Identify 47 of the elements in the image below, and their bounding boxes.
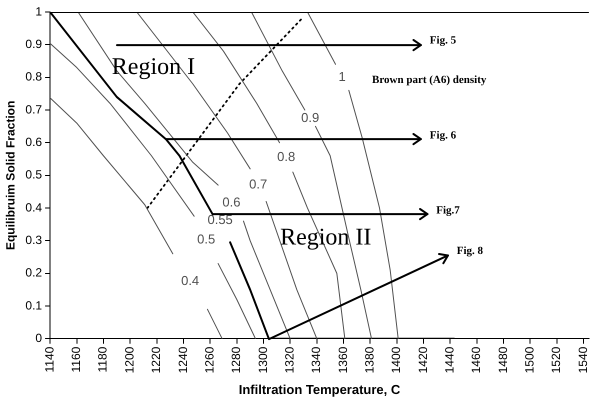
annotation: Fig. 6 <box>430 129 457 142</box>
series-label: 0.7 <box>249 176 268 192</box>
y-tick-label: 0.9 <box>25 36 42 51</box>
y-tick-label: 0.3 <box>25 233 42 248</box>
y-tick-label: 1 <box>35 4 42 18</box>
x-tick-label: 1400 <box>389 346 404 374</box>
y-tick-label: 0.2 <box>25 266 42 280</box>
y-tick-label: 0 <box>35 331 42 346</box>
x-tick-label: 1380 <box>362 346 376 374</box>
x-tick-label: 1420 <box>416 346 430 374</box>
y-axis-title: Equilibruim Solid Fraction <box>4 100 18 250</box>
series-label: 0.6 <box>222 194 241 210</box>
x-tick-label: 1480 <box>496 346 510 374</box>
x-tick-label: 1460 <box>469 346 484 374</box>
series-label: 0.55 <box>207 212 233 227</box>
x-tick-label: 1280 <box>229 346 244 374</box>
x-tick-label: 1360 <box>336 346 350 374</box>
x-tick-label: 1500 <box>522 346 537 374</box>
series-label: 0.5 <box>197 231 216 246</box>
y-tick-label: 0.1 <box>25 298 42 312</box>
annotation: Fig. 8 <box>456 244 484 257</box>
x-tick-label: 1440 <box>442 346 457 374</box>
x-tick-label: 1240 <box>176 346 190 374</box>
y-tick-label: 0.7 <box>25 102 42 116</box>
x-axis-title: Infiltration Temperature, C <box>238 382 401 397</box>
y-tick-label: 0.8 <box>25 70 42 84</box>
x-tick-label: 1140 <box>42 346 56 373</box>
annotation: Fig.7 <box>436 204 460 216</box>
series-label: 1 <box>338 68 346 84</box>
x-tick-label: 1220 <box>149 346 164 374</box>
x-tick-label: 1260 <box>202 346 216 374</box>
series-label: 0.9 <box>301 110 320 125</box>
x-tick-label: 1340 <box>309 346 324 374</box>
annotation: Brown part (A6) density <box>372 74 487 86</box>
y-tick-label: 0.4 <box>25 200 42 214</box>
series-label: 0.8 <box>277 148 296 164</box>
x-tick-label: 1300 <box>256 346 270 374</box>
x-tick-label: 1200 <box>122 346 136 374</box>
y-tick-label: 0.5 <box>25 168 42 182</box>
x-tick-label: 1180 <box>96 346 110 373</box>
x-tick-label: 1160 <box>69 346 84 373</box>
x-tick-label: 1540 <box>576 346 590 374</box>
series-label: 0.4 <box>181 273 200 288</box>
x-tick-label: 1320 <box>282 346 296 374</box>
y-tick-label: 0.6 <box>25 134 42 149</box>
x-tick-label: 1520 <box>549 346 564 374</box>
annotation: Fig. 5 <box>430 34 457 47</box>
